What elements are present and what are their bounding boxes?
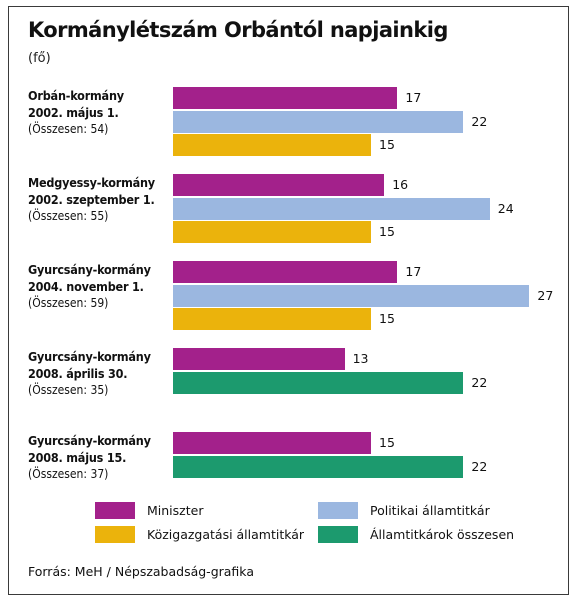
bar-politikai (173, 197, 490, 220)
bar-miniszter (173, 174, 385, 196)
group-date: 2004. november 1. (28, 279, 144, 294)
legend-label: Közigazgatási államtitkár (147, 527, 305, 542)
bar-value-label: 22 (471, 113, 488, 129)
bar-miniszter (173, 261, 398, 283)
legend-item-politikai: Politikai államtitkár (318, 502, 490, 519)
legend-item-miniszter: Miniszter (95, 502, 203, 519)
group-label: Orbán-kormány 2002. május 1. (Összesen: 54… (28, 87, 173, 138)
chart-unit: (fő) (28, 51, 51, 66)
bar-miniszter (173, 348, 345, 370)
group-date: 2008. április 30. (28, 366, 128, 381)
chart-title: Kormánylétszám Orbántól napjainkig (28, 18, 448, 42)
group-label: Medgyessy-kormány 2002. szeptember 1. (Öss… (28, 174, 173, 225)
group-date: 2002. május 1. (28, 105, 119, 120)
group-total: (Összesen: 35) (28, 383, 109, 397)
bar-value-label: 15 (379, 224, 395, 239)
bar-miniszter (173, 87, 398, 109)
legend-item-kozigazgatasi: Közigazgatási államtitkár (95, 526, 304, 543)
bar-value-label: 17 (405, 90, 422, 105)
group-name: Medgyessy-kormány (28, 175, 155, 190)
group-total: (Összesen: 54) (28, 122, 109, 136)
bar-value-label: 17 (405, 264, 422, 279)
bar-value-label: 16 (392, 177, 409, 192)
legend-swatch (318, 526, 358, 543)
bar-value-label: 27 (537, 287, 554, 303)
bar-osszesen (173, 455, 464, 478)
legend-label: Politikai államtitkár (370, 503, 490, 518)
group-total: (Összesen: 37) (28, 467, 109, 481)
bar-value-label: 15 (379, 311, 395, 326)
legend-swatch (95, 502, 135, 519)
group-name: Gyurcsány-kormány (28, 433, 151, 448)
group-name: Gyurcsány-kormány (28, 349, 151, 364)
bar-value-label: 22 (471, 458, 488, 474)
legend-swatch (318, 502, 358, 519)
bar-value-label: 24 (497, 200, 514, 216)
bar-kozigazgatasi (173, 134, 371, 156)
bar-value-label: 15 (379, 435, 395, 450)
bar-osszesen (173, 371, 464, 394)
bar-value-label: 15 (379, 137, 395, 152)
legend-label: Államtitkárok összesen (370, 527, 515, 542)
group-label: Gyurcsány-kormány 2004. november 1. (Össze… (28, 261, 173, 312)
group-total: (Összesen: 55) (28, 209, 109, 223)
legend-swatch (95, 526, 135, 543)
chart-frame (8, 6, 569, 595)
legend-label: Miniszter (147, 503, 204, 518)
legend-item-osszesen: Államtitkárok összesen (318, 526, 514, 543)
group-name: Gyurcsány-kormány (28, 262, 151, 277)
group-label: Gyurcsány-kormány 2008. május 15. (Összese… (28, 432, 173, 483)
bar-value-label: 22 (471, 374, 488, 390)
group-label: Gyurcsány-kormány 2008. április 30. (Össze… (28, 348, 173, 399)
bar-value-label: 13 (352, 351, 369, 366)
bar-politikai (173, 110, 464, 133)
chart-source: Forrás: MeH / Népszabadság-grafika (28, 564, 254, 579)
bar-miniszter (173, 432, 371, 454)
group-date: 2008. május 15. (28, 450, 127, 465)
bar-kozigazgatasi (173, 308, 371, 330)
group-name: Orbán-kormány (28, 88, 124, 103)
bar-politikai (173, 284, 530, 307)
group-date: 2002. szeptember 1. (28, 192, 155, 207)
group-total: (Összesen: 59) (28, 296, 109, 310)
bar-kozigazgatasi (173, 221, 371, 243)
